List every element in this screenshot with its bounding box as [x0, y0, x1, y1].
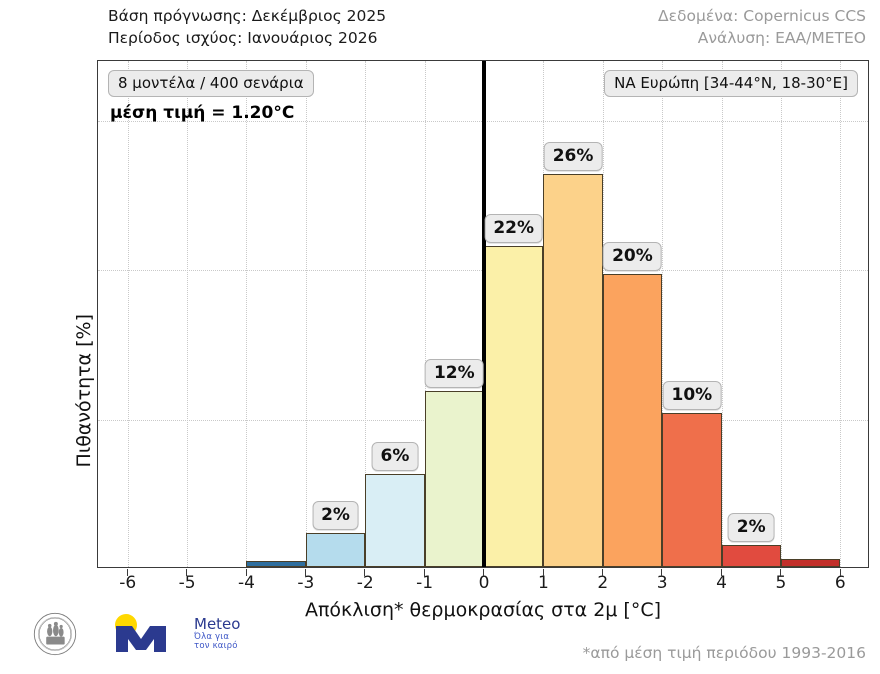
histogram-bar [543, 174, 603, 567]
x-axis-tick-mark [305, 569, 307, 576]
x-axis-tick-mark [839, 569, 841, 576]
histogram-bars [98, 61, 868, 567]
gridline-vertical [721, 61, 723, 567]
analysis-source-text: Ανάλυση: ΕΑΑ/METEO [697, 29, 866, 47]
x-axis-tick-mark [542, 569, 544, 576]
meteo-tagline-line2: τον καιρό [194, 640, 238, 651]
x-axis-tick-label: 1 [537, 573, 549, 593]
x-axis-tick-label: -5 [178, 573, 196, 593]
histogram-plot-area: 2% 6% 12% 22% 26% 20% 10% 2% 8 μοντέλα / 400 σε… [73, 60, 869, 621]
x-axis-tick-label: -4 [237, 573, 255, 593]
bar-value-label: 26% [543, 142, 603, 172]
forecast-meta-left: Βάση πρόγνωσης: Δεκέμβριος 2025 Περίοδος… [108, 5, 386, 49]
academy-seal-logo [33, 612, 77, 656]
zero-line [482, 61, 486, 567]
histogram-bar [662, 413, 722, 567]
mean-value-annotation: μέση τιμή = 1.20°C [110, 103, 295, 123]
histogram-bar [305, 532, 366, 567]
x-axis-tick-mark [601, 569, 603, 576]
x-axis-tick-mark [364, 569, 366, 576]
x-axis-tick-label: 6 [834, 573, 846, 593]
y-axis-label: Πιθανότητα [%] [73, 314, 95, 468]
gridline-vertical [840, 61, 842, 567]
meteo-mark-icon [115, 614, 166, 652]
forecast-meta-right: Δεδομένα: Copernicus CCS Ανάλυση: ΕΑΑ/ME… [658, 5, 866, 49]
region-annotation: ΝΑ Ευρώπη [34-44°Ν, 18-30°Ε] [604, 70, 858, 97]
x-axis-tick-mark [126, 569, 128, 576]
bar-value-label: 22% [484, 213, 544, 243]
gridline-vertical [365, 61, 367, 567]
x-axis-tick-label: -6 [119, 573, 137, 593]
x-axis-tick-label: -2 [356, 573, 374, 593]
histogram-bar [780, 558, 841, 567]
x-axis-tick-mark [483, 569, 485, 576]
bar-value-label: 12% [424, 358, 484, 388]
gridline-vertical [187, 61, 189, 567]
histogram-bar [484, 245, 544, 567]
meteo-logo: Meteo Όλα για τον καιρό [108, 610, 240, 658]
gridline-vertical [424, 61, 426, 567]
x-axis-tick-mark [780, 569, 782, 576]
x-axis-tick-label: 3 [656, 573, 668, 593]
x-axis-tick-mark [661, 569, 663, 576]
gridline-vertical [662, 61, 664, 567]
histogram-bar [602, 274, 663, 567]
x-axis-label: Απόκλιση* θερμοκρασίας στα 2μ [°C] [304, 599, 662, 621]
x-axis-tick-label: 0 [478, 573, 490, 593]
histogram-bar [246, 561, 306, 567]
meteo-wordmark: Meteo Όλα για τον καιρό [194, 615, 241, 651]
x-axis-tick-label: 4 [716, 573, 727, 593]
x-axis-tick-mark [186, 569, 188, 576]
bar-value-label: 6% [371, 442, 419, 472]
gridline-vertical [305, 61, 307, 567]
histogram-bar [721, 544, 781, 567]
gridline-vertical [780, 61, 782, 567]
x-axis-tick-mark [423, 569, 425, 576]
histogram-bar [365, 474, 425, 567]
footnote-text: *από μέση τιμή περιόδου 1993-2016 [582, 644, 866, 662]
forecast-validity-text: Περίοδος ισχύος: Ιανουάριος 2026 [108, 29, 378, 47]
x-axis-tick-label: 5 [775, 573, 787, 593]
bar-value-label: 2% [727, 512, 775, 542]
models-annotation: 8 μοντέλα / 400 σενάρια [108, 70, 314, 97]
x-axis-tick-label: 2 [597, 573, 609, 593]
data-source-text: Δεδομένα: Copernicus CCS [658, 7, 866, 25]
x-axis-tick-mark [720, 569, 722, 576]
x-axis-tick-label: -3 [297, 573, 315, 593]
gridline-vertical [246, 61, 248, 567]
histogram-bar [424, 390, 484, 567]
bar-value-label: 20% [603, 242, 662, 272]
gridline-vertical [127, 61, 129, 567]
x-axis-tick-label: -1 [416, 573, 434, 593]
meteo-name-text: Meteo [194, 615, 241, 634]
x-axis-tick-mark [245, 569, 247, 576]
chart-header: Βάση πρόγνωσης: Δεκέμβριος 2025 Περίοδος… [0, 0, 880, 56]
bar-value-label: 2% [312, 500, 359, 530]
forecast-base-text: Βάση πρόγνωσης: Δεκέμβριος 2025 [108, 7, 387, 25]
bar-value-label: 10% [662, 381, 722, 411]
meteo-tagline-line1: Όλα για [194, 631, 230, 642]
